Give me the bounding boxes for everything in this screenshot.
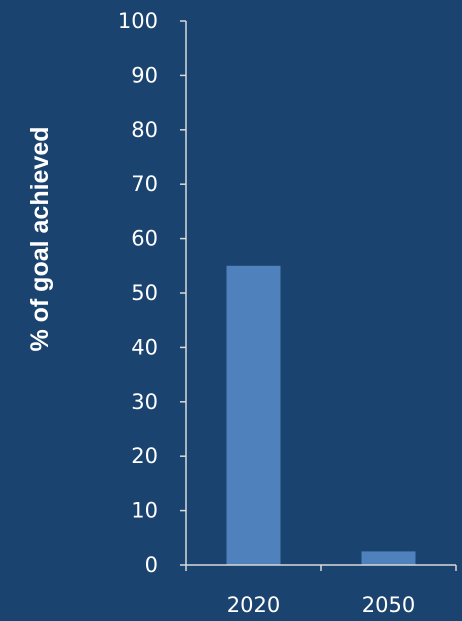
y-tick-label: 20 <box>131 444 158 468</box>
y-axis-title: % of goal achieved <box>26 126 54 351</box>
y-tick-label: 90 <box>131 63 158 87</box>
bars-group <box>226 265 416 565</box>
y-tick-label: 100 <box>118 9 158 33</box>
bar-2050 <box>361 551 416 565</box>
y-tick-label: 10 <box>131 499 158 523</box>
x-tick-label: 2020 <box>227 593 280 617</box>
y-tick-label: 40 <box>131 335 158 359</box>
y-ticks-group: 0 10 20 30 40 50 60 70 80 90 100 <box>118 9 186 577</box>
bar-2020 <box>226 265 281 565</box>
y-tick-label: 0 <box>145 553 158 577</box>
y-tick-label: 70 <box>131 172 158 196</box>
y-tick-label: 50 <box>131 281 158 305</box>
y-tick-label: 60 <box>131 227 158 251</box>
x-tick-label: 2050 <box>362 593 415 617</box>
y-tick-label: 80 <box>131 118 158 142</box>
x-ticks-group: 2020 2050 <box>185 565 457 617</box>
y-tick-label: 30 <box>131 390 158 414</box>
